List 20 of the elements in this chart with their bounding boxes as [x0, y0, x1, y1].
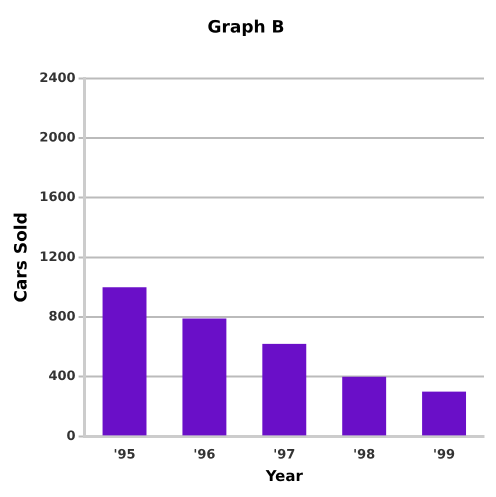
x-tick-label: '95 — [113, 448, 136, 463]
x-tick-label: '99 — [433, 448, 456, 463]
y-axis-title: Cars Sold — [12, 212, 32, 303]
bar — [262, 344, 306, 436]
bar — [342, 376, 386, 436]
x-tick-label: '98 — [353, 448, 376, 463]
bar — [422, 392, 466, 436]
y-tick-label: 1200 — [39, 250, 76, 265]
y-tick-label: 800 — [48, 309, 76, 324]
chart-title: Graph B — [208, 18, 284, 38]
x-axis-title: Year — [264, 466, 304, 485]
y-tick-label: 2400 — [39, 70, 76, 86]
bar — [102, 287, 146, 436]
y-tick-label: 1600 — [39, 190, 76, 206]
y-tick-label: 0 — [66, 428, 76, 444]
y-tick-label: 2000 — [39, 130, 76, 146]
y-tick-label: 400 — [48, 369, 76, 384]
x-tick-label: '97 — [273, 448, 296, 463]
x-tick-label: '96 — [193, 448, 216, 463]
bar — [182, 318, 226, 436]
